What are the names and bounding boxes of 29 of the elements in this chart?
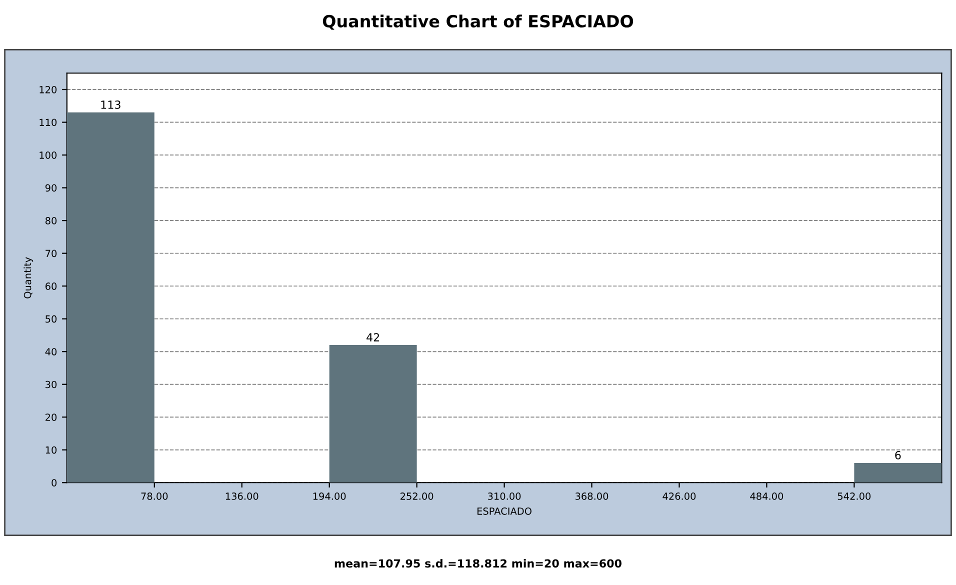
text: mean=107.95 s.d.=118.812 min=20 max=600 — [334, 559, 622, 568]
x-tick-label: 426.00 — [662, 492, 696, 500]
chart-title: Quantitative Chart of ESPACIADO — [322, 14, 634, 30]
y-tick-label: 20 — [46, 414, 57, 421]
data-label: 113 — [101, 100, 120, 109]
x-tick-label: 310.00 — [488, 492, 521, 500]
y-tick-label: 120 — [40, 86, 57, 94]
y-tick-label: 50 — [46, 315, 57, 323]
y-tick-label: 0 — [52, 479, 57, 486]
x-tick-label: 136.00 — [226, 492, 258, 500]
y-tick-label: 90 — [45, 184, 57, 192]
x-tick-label: 252.00 — [400, 492, 434, 500]
y-tick-label: 30 — [46, 380, 57, 388]
x-tick-label: 368.00 — [575, 492, 608, 500]
x-tick-label: 78.00 — [141, 492, 168, 500]
x-tick-label: 542.00 — [838, 492, 871, 500]
y-tick-label: 10 — [46, 446, 57, 454]
y-tick-label: 100 — [40, 152, 57, 159]
y-tick-label: 60 — [46, 282, 57, 290]
data-label: 42 — [366, 333, 380, 342]
x-tick-label: 194.00 — [313, 492, 346, 500]
y-tick-label: 110 — [40, 118, 57, 126]
x-tick-label: 484.00 — [750, 492, 784, 500]
y-axis-title: Quantity — [24, 257, 34, 298]
data-label: 6 — [895, 451, 901, 460]
x-axis-title: ESPACIADO — [478, 507, 532, 515]
y-tick-label: 80 — [45, 217, 57, 224]
y-tick-label: 40 — [45, 348, 57, 356]
y-tick-label: 70 — [46, 250, 57, 258]
